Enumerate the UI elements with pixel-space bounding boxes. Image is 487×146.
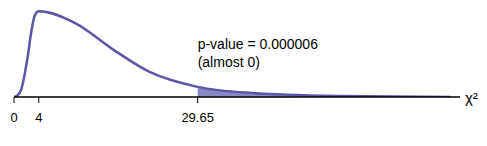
svg-text:0: 0: [10, 110, 17, 125]
svg-text:4: 4: [35, 110, 42, 125]
svg-text:p-value = 0.000006: p-value = 0.000006: [198, 36, 318, 52]
svg-text:29.65: 29.65: [181, 110, 214, 125]
svg-text:(almost 0): (almost 0): [198, 54, 260, 70]
svg-text:χ²: χ²: [465, 89, 478, 106]
